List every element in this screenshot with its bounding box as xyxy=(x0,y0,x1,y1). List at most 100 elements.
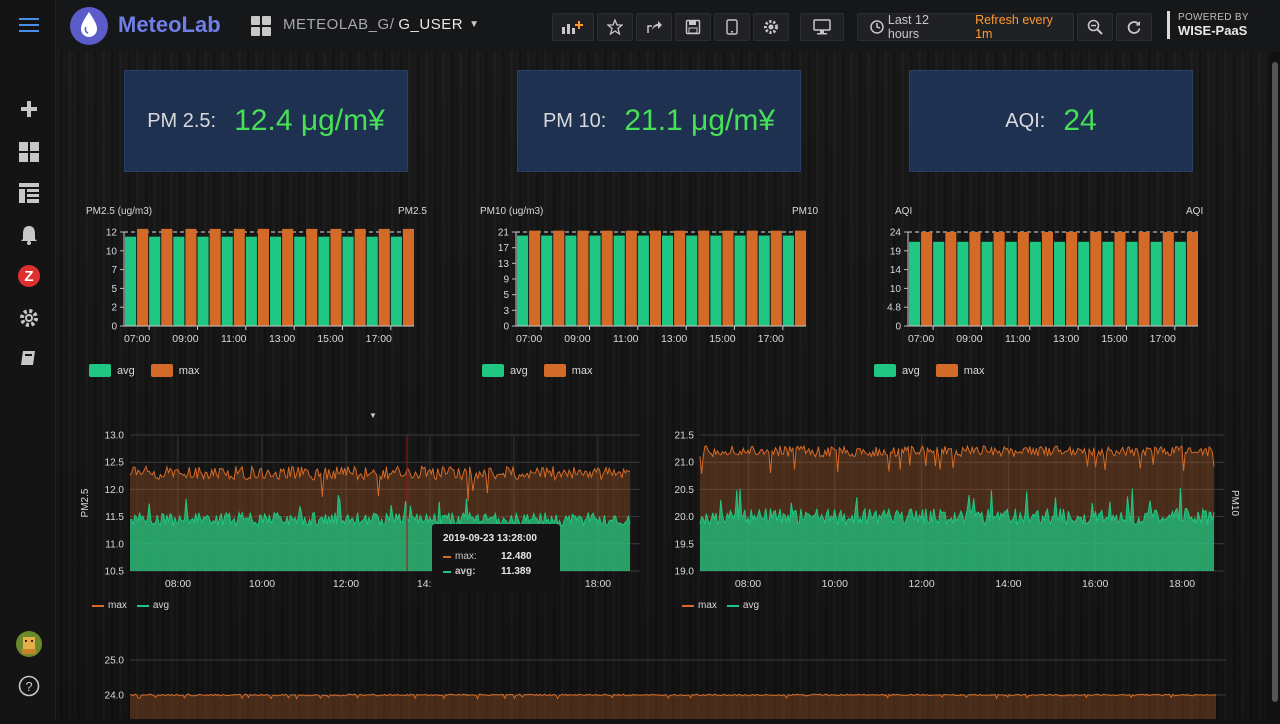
stat-panel-aqi[interactable]: AQI: 24 xyxy=(909,70,1193,172)
bar-max xyxy=(529,230,541,326)
cycle-view-mode-button[interactable] xyxy=(800,13,844,41)
panel-left-title: PM2.5 (ug/m3) xyxy=(86,206,153,217)
bar-max xyxy=(306,228,318,326)
bar-max xyxy=(402,228,414,326)
bar-avg xyxy=(221,236,233,326)
add-panel-icon xyxy=(562,21,583,34)
bar-avg xyxy=(541,235,553,326)
tooltip-swatch-max xyxy=(443,555,451,558)
legend-max[interactable]: max xyxy=(571,364,593,377)
dashboard-picker[interactable]: METEOLAB_G/ G_USER ▼ xyxy=(283,16,479,33)
bar-avg xyxy=(1005,241,1017,326)
bar-avg xyxy=(613,235,625,326)
row-caret-icon[interactable]: ▼ xyxy=(369,411,377,420)
bar-max xyxy=(698,230,710,326)
legend-avg[interactable]: avg xyxy=(902,364,920,377)
series-line-avg xyxy=(699,488,1215,527)
legend-max[interactable]: max xyxy=(698,600,717,611)
bar-panel-pm10[interactable]: PM10 (ug/m3) PM10 0 3 5 9 13 17 21 07:00 09:00 11… xyxy=(472,200,852,390)
bar-max xyxy=(137,228,149,326)
bell-icon[interactable] xyxy=(16,222,42,248)
dashboards-icon[interactable] xyxy=(16,139,42,165)
bar-avg xyxy=(589,235,601,326)
book-icon[interactable] xyxy=(16,345,42,371)
legend-max[interactable]: max xyxy=(178,364,200,377)
time-picker-button[interactable]: Last 12 hours Refresh every 1m xyxy=(857,13,1074,41)
y-tick-label: 0 xyxy=(895,322,901,333)
brand-name[interactable]: MeteoLab xyxy=(118,12,221,37)
bar-max xyxy=(553,230,565,326)
panel-right-title: AQI xyxy=(1186,206,1204,217)
dashboard-grid-icon xyxy=(251,16,271,41)
svg-text:?: ? xyxy=(25,679,32,694)
bar-max xyxy=(746,230,758,326)
y-tick-label: 17 xyxy=(498,243,510,254)
bar-avg xyxy=(1029,241,1041,326)
legend-swatch-avg xyxy=(89,364,111,377)
bar-avg xyxy=(197,236,209,326)
legend-max[interactable]: max xyxy=(963,364,985,377)
bar-avg xyxy=(390,236,402,326)
plus-icon[interactable] xyxy=(16,96,42,122)
bar-avg xyxy=(1150,241,1162,326)
stat-value: 24 xyxy=(1063,104,1097,137)
avatar[interactable] xyxy=(16,631,42,657)
y-tick-label: 4.8 xyxy=(887,303,901,314)
stat-panel-pm10[interactable]: PM 10: 21.1 μg/m¥ xyxy=(517,70,801,172)
legend-max[interactable]: max xyxy=(108,600,127,611)
y-tick-label: 13.0 xyxy=(105,431,125,442)
bar-max xyxy=(945,232,957,326)
bar-avg xyxy=(294,236,306,326)
y-tick-label: 20.5 xyxy=(675,485,695,496)
clock-icon xyxy=(870,20,884,34)
area-fill-avg xyxy=(700,488,1214,571)
bar-panel-aqi[interactable]: AQI AQI 0 4.8 10 14 19 24 07:00 09:00 11:00 13:00… xyxy=(864,200,1244,390)
scrollbar[interactable] xyxy=(1270,52,1280,719)
stat-panel-pm25[interactable]: PM 2.5: 12.4 μg/m¥ xyxy=(124,70,408,172)
legend-avg[interactable]: avg xyxy=(152,600,170,611)
star-button[interactable] xyxy=(597,13,633,41)
scrollbar-thumb[interactable] xyxy=(1272,62,1278,702)
timeseries-panel-aqi[interactable]: 25.0 24.0 xyxy=(74,650,1234,724)
x-tick-label: 13:00 xyxy=(1053,333,1079,345)
zoom-out-button[interactable] xyxy=(1077,13,1113,41)
bar-avg xyxy=(782,235,794,326)
add-panel-button[interactable] xyxy=(552,13,594,41)
x-tick-label: 13:00 xyxy=(661,333,687,345)
timeseries-legend: max avg xyxy=(682,600,759,611)
x-tick-label: 07:00 xyxy=(124,333,150,345)
meteolab-logo-icon[interactable] xyxy=(66,4,112,48)
series-line-max xyxy=(129,464,631,502)
stat-label: AQI: xyxy=(1005,109,1046,132)
y-tick-label: 11.0 xyxy=(105,539,124,550)
powered-by-label: POWERED BY xyxy=(1178,12,1249,23)
legend-avg[interactable]: avg xyxy=(117,364,135,377)
share-button[interactable] xyxy=(636,13,672,41)
y-tick-label: 10 xyxy=(106,246,118,257)
bar-avg xyxy=(1102,241,1114,326)
y-axis-label: PM2.5 xyxy=(80,488,91,517)
x-tick-label: 17:00 xyxy=(366,333,392,345)
cog-icon xyxy=(764,20,778,34)
bar-panel-pm25[interactable]: PM2.5 (ug/m3) PM2.5 0 2 5 7 10 12 07:00 09:00 11… xyxy=(80,200,460,390)
explore-icon[interactable] xyxy=(16,180,42,206)
hamburger-menu-icon[interactable] xyxy=(16,12,42,38)
zabbix-app-icon[interactable]: Z xyxy=(16,263,42,289)
x-tick-label: 11:00 xyxy=(1005,333,1031,345)
legend-avg[interactable]: avg xyxy=(742,600,760,611)
bar-max xyxy=(625,230,637,326)
help-icon[interactable]: ? xyxy=(16,673,42,699)
bar-avg xyxy=(318,236,330,326)
timeseries-panel-pm25[interactable]: 13.0 12.5 12.0 11.5 11.0 10.5 08:00 10:00 12:00 1… xyxy=(74,425,654,620)
y-tick-label: 14 xyxy=(890,265,902,276)
legend-avg[interactable]: avg xyxy=(510,364,528,377)
timeseries-panel-pm10[interactable]: 21.5 21.0 20.5 20.0 19.5 19.0 08:00 10:00 12:00 1… xyxy=(666,425,1246,620)
save-button[interactable] xyxy=(675,13,711,41)
refresh-button[interactable] xyxy=(1116,13,1152,41)
y-tick-label: 12 xyxy=(106,228,118,239)
y-tick-label: 13 xyxy=(498,259,510,270)
gear-icon[interactable] xyxy=(16,305,42,331)
panel-right-title: PM10 xyxy=(792,206,819,217)
mobile-view-button[interactable] xyxy=(714,13,750,41)
settings-button[interactable] xyxy=(753,13,789,41)
